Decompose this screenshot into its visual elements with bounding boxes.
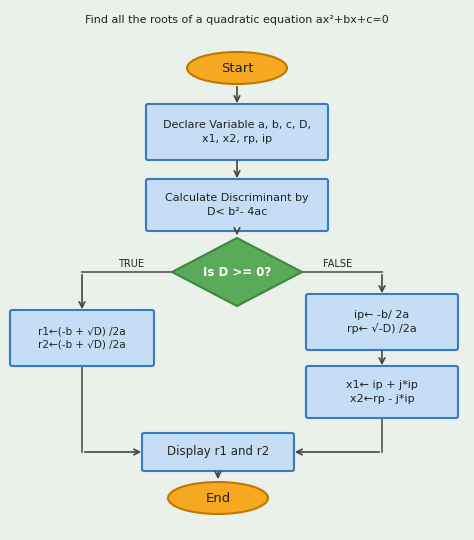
Text: Start: Start (221, 62, 253, 75)
Text: FALSE: FALSE (323, 259, 353, 269)
Ellipse shape (168, 482, 268, 514)
FancyBboxPatch shape (146, 104, 328, 160)
FancyBboxPatch shape (306, 294, 458, 350)
FancyBboxPatch shape (306, 366, 458, 418)
Polygon shape (172, 238, 302, 306)
Text: Find all the roots of a quadratic equation ax²+bx+c=0: Find all the roots of a quadratic equati… (85, 15, 389, 25)
Text: x1← ip + j*ip
x2←rp - j*ip: x1← ip + j*ip x2←rp - j*ip (346, 380, 418, 403)
FancyBboxPatch shape (146, 179, 328, 231)
FancyBboxPatch shape (10, 310, 154, 366)
Text: Declare Variable a, b, c, D,
x1, x2, rp, ip: Declare Variable a, b, c, D, x1, x2, rp,… (163, 120, 311, 144)
FancyBboxPatch shape (142, 433, 294, 471)
Text: Calculate Discriminant by
D< b²- 4ac: Calculate Discriminant by D< b²- 4ac (165, 193, 309, 217)
Text: TRUE: TRUE (118, 259, 145, 269)
Text: End: End (205, 491, 231, 504)
Text: Display r1 and r2: Display r1 and r2 (167, 446, 269, 458)
Ellipse shape (187, 52, 287, 84)
Text: r1←(-b + √D) /2a
r2←(-b + √D) /2a: r1←(-b + √D) /2a r2←(-b + √D) /2a (38, 326, 126, 349)
Text: ip← -b/ 2a
rp← √-D) /2a: ip← -b/ 2a rp← √-D) /2a (347, 310, 417, 334)
Text: Is D >= 0?: Is D >= 0? (203, 266, 271, 279)
